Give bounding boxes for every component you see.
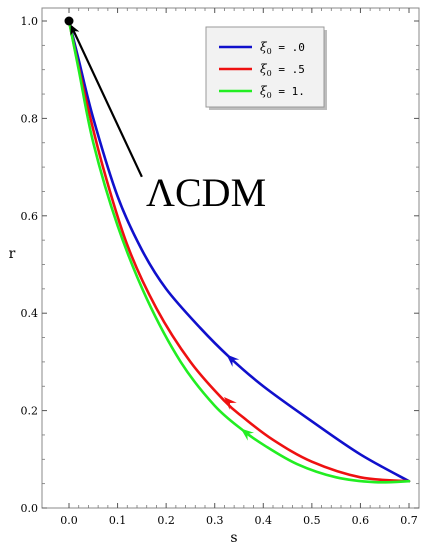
- series-arrowhead-1: [224, 397, 237, 410]
- series-group: [67, 19, 411, 484]
- x-tick-label: 0.5: [303, 514, 321, 527]
- legend-box: [205, 26, 325, 108]
- series-arrowhead-2: [240, 428, 255, 441]
- x-tick-label: 0.0: [60, 514, 78, 527]
- x-tick-label: 0.4: [255, 514, 273, 527]
- x-tick-label: 0.7: [400, 514, 418, 527]
- x-tick-label: 0.3: [206, 514, 224, 527]
- legend-entry-2: ξ0 = 1.: [260, 84, 305, 100]
- annotation-label: ΛCDM: [146, 170, 266, 215]
- series-line-2: [67, 19, 411, 484]
- lcdm-point: [64, 16, 74, 26]
- y-tick-label: 1.0: [21, 15, 39, 28]
- legend-entry-0: ξ0 = .0: [260, 40, 305, 56]
- y-axis-label: r: [9, 246, 16, 262]
- y-tick-label: 0.8: [21, 112, 39, 125]
- x-tick-label: 0.6: [352, 514, 370, 527]
- x-tick-label: 0.1: [109, 514, 127, 527]
- y-tick-label: 0.2: [21, 405, 39, 418]
- y-tick-label: 0.6: [21, 210, 39, 223]
- annotation-group: ΛCDM: [64, 16, 266, 215]
- legend-entry-1: ξ0 = .5: [260, 62, 305, 78]
- ticks: 0.0 0.1 0.2 0.3 0.4 0.5 0.6 0.7 0.0 0.2 0.4 0.6 0.8 1…: [21, 8, 419, 527]
- plot-frame: [41, 7, 420, 509]
- legend: ξ0 = .0 ξ0 = .5 ξ0 = 1.: [205, 26, 327, 110]
- series-arrowhead-0: [226, 354, 240, 367]
- y-tick-label: 0.0: [21, 502, 39, 515]
- x-axis-label: s: [230, 530, 237, 546]
- series-line-0: [67, 19, 411, 483]
- annotation-arrow: [70, 24, 143, 178]
- series-line-1: [67, 19, 411, 483]
- y-tick-label: 0.4: [21, 307, 39, 320]
- x-tick-label: 0.2: [157, 514, 175, 527]
